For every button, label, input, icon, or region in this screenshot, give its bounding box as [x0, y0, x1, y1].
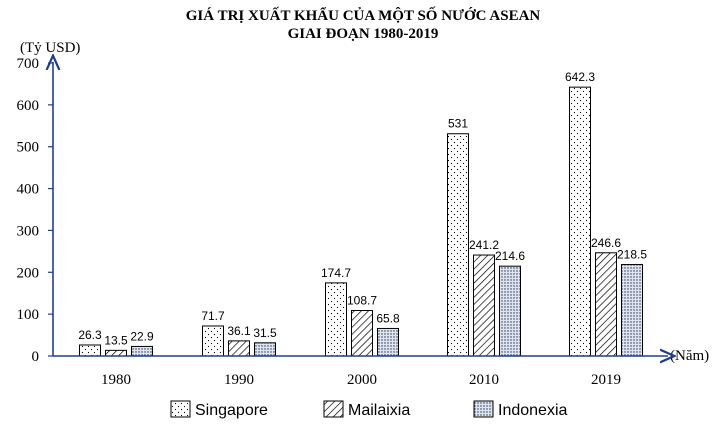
bar-label-singapore-1980: 26.3: [78, 328, 102, 342]
chart-title: GIÁ TRỊ XUẤT KHẨU CỦA MỘT SỐ NƯỚC ASEAN: [186, 6, 541, 24]
legend-swatch-mailaixia: [323, 400, 344, 418]
bar-label-mailaixia-2000: 108.7: [347, 294, 377, 308]
bar-indonexia-1980: [131, 345, 153, 357]
x-tick-label: 2000: [347, 372, 377, 388]
bar-mailaixia-2019: [595, 252, 617, 357]
x-axis-ticks: 1980 1990 2000 2010 2019: [101, 372, 621, 388]
legend-swatch-singapore: [170, 400, 191, 418]
y-tick-label: 500: [17, 140, 40, 156]
legend-swatch-indonexia: [473, 400, 494, 418]
y-tick-label: 600: [17, 98, 40, 114]
legend: Singapore Mailaixia Indonexia: [170, 400, 567, 419]
y-tick-label: 100: [17, 307, 40, 323]
bar-mailaixia-2010: [473, 254, 495, 357]
y-tick-label: 300: [17, 223, 40, 239]
y-tick-label: 0: [32, 349, 40, 365]
bar-label-singapore-1990: 71.7: [201, 309, 225, 323]
legend-label-singapore: Singapore: [195, 402, 268, 419]
bar-indonexia-2000: [377, 327, 399, 357]
bar-value-labels: 26.3 13.5 22.9 71.736.1 31.5 174.7 108.7 65.8 53…: [78, 70, 647, 347]
x-tick-label: 2010: [469, 372, 499, 388]
x-tick-label: 1980: [101, 372, 131, 388]
bar-singapore-1980: [79, 344, 101, 357]
bar-label-indonexia-2000: 65.8: [376, 311, 400, 325]
bar-mailaixia-2000: [351, 310, 373, 357]
bar-mailaixia-1980: [105, 349, 127, 357]
bar-label-indonexia-2010: 214.6: [495, 249, 525, 263]
bar-indonexia-2019: [621, 264, 643, 357]
x-axis-label: (Năm): [670, 348, 709, 364]
x-tick-label: 2019: [591, 372, 621, 388]
bar-singapore-2010: [447, 133, 469, 357]
bar-label-mailaixia-1980: 13.5: [104, 333, 128, 347]
legend-label-indonexia: Indonexia: [498, 402, 567, 419]
bar-label-singapore-2010: 531: [448, 117, 468, 131]
bar-indonexia-1990: [254, 342, 276, 357]
y-tick-label: 700: [17, 56, 40, 72]
bar-mailaixia-1990: [228, 340, 250, 357]
bar-singapore-2000: [325, 282, 347, 357]
bar-label-indonexia-2019: 218.5: [617, 248, 647, 262]
y-tick-label: 200: [17, 265, 40, 281]
y-axis-label: (Tỷ USD): [20, 40, 80, 56]
bar-label-mailaixia-2010: 241.2: [469, 238, 499, 252]
legend-label-mailaixia: Mailaixia: [348, 402, 410, 419]
x-tick-label: 1990: [224, 372, 254, 388]
bar-label-singapore-2019: 642.3: [565, 70, 595, 84]
bars: [79, 86, 643, 357]
chart-subtitle: GIAI ĐOẠN 1980-2019: [288, 26, 439, 42]
bar-singapore-2019: [569, 86, 591, 357]
y-tick-label: 400: [17, 182, 40, 198]
bar-label-singapore-2000: 174.7: [321, 266, 351, 280]
bar-indonexia-2010: [499, 265, 521, 357]
bar-label-mailaixia-2019: 246.6: [591, 236, 621, 250]
bar-singapore-1990: [202, 325, 224, 357]
bar-label-indonexia-1990: 31.5: [253, 326, 277, 340]
y-axis-ticks: 0 100 200 300 400 500 600 700: [17, 56, 53, 365]
bar-label-mailaixia-1990: 36.1: [227, 324, 251, 338]
bar-label-indonexia-1980: 22.9: [130, 329, 154, 343]
